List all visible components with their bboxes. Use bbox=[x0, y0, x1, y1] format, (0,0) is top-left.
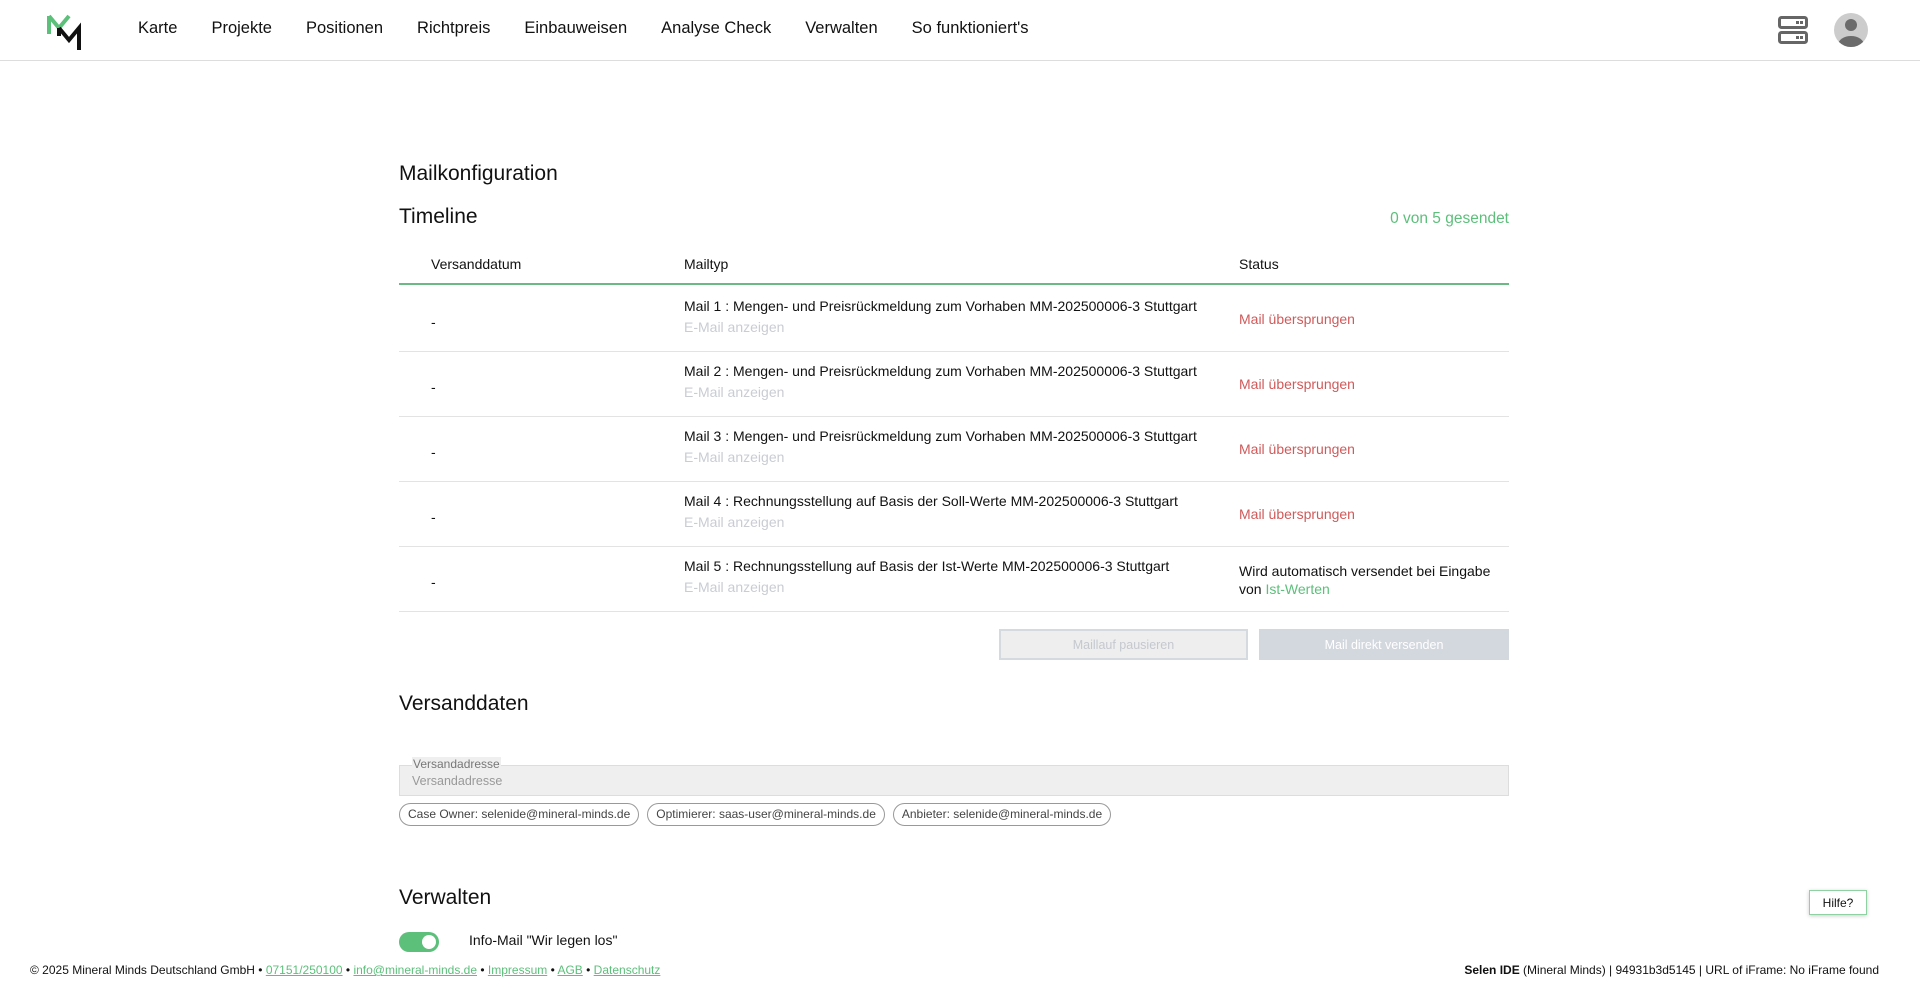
status-prefix: Wird automatisch versendet bei Eingabe v… bbox=[1239, 563, 1491, 597]
separator: • bbox=[582, 963, 594, 977]
separator: • bbox=[547, 963, 558, 977]
user-avatar-icon[interactable] bbox=[1834, 13, 1868, 47]
main-nav: Karte Projekte Positionen Richtpreis Ein… bbox=[138, 19, 1063, 38]
mail-type: Mail 5 : Rechnungsstellung auf Basis der… bbox=[684, 558, 1170, 574]
info-mail-toggle[interactable] bbox=[399, 932, 439, 952]
agb-link[interactable]: AGB bbox=[557, 963, 583, 977]
impressum-link[interactable]: Impressum bbox=[487, 963, 548, 977]
footer: © 2025 Mineral Minds Deutschland GmbH • … bbox=[0, 963, 1920, 983]
table-row: - Mail 5 : Rechnungsstellung auf Basis d… bbox=[399, 547, 1509, 612]
table-row: - Mail 1 : Mengen- und Preisrückmeldung … bbox=[399, 287, 1509, 352]
ist-werten-link[interactable]: Ist-Werten bbox=[1265, 581, 1330, 597]
versanddaten-title: Versanddaten bbox=[399, 692, 529, 715]
table-row: - Mail 2 : Mengen- und Preisrückmeldung … bbox=[399, 352, 1509, 417]
chip-case-owner[interactable]: Case Owner: selenide@mineral-minds.de bbox=[399, 803, 640, 826]
help-button[interactable]: Hilfe? bbox=[1809, 890, 1867, 915]
copyright: © 2025 Mineral Minds Deutschland GmbH bbox=[30, 963, 255, 977]
footer-right: Selen IDE (Mineral Minds) | 94931b3d5145… bbox=[1464, 963, 1879, 977]
nav-einbauweisen[interactable]: Einbauweisen bbox=[524, 19, 628, 37]
server-icon[interactable] bbox=[1778, 16, 1808, 44]
verwalten-title: Verwalten bbox=[399, 886, 492, 909]
nav-so-funktionierts[interactable]: So funktioniert's bbox=[911, 19, 1029, 37]
table-row: - Mail 3 : Mengen- und Preisrückmeldung … bbox=[399, 417, 1509, 482]
header-status: Status bbox=[1239, 256, 1279, 272]
status-text: Mail übersprungen bbox=[1239, 311, 1355, 327]
show-email-link[interactable]: E-Mail anzeigen bbox=[684, 319, 785, 335]
status-text: Mail übersprungen bbox=[1239, 376, 1355, 392]
phone-link[interactable]: 07151/250100 bbox=[265, 963, 343, 977]
separator: • bbox=[342, 963, 354, 977]
send-date: - bbox=[431, 314, 436, 330]
top-navbar: Karte Projekte Positionen Richtpreis Ein… bbox=[0, 0, 1920, 61]
mail-type: Mail 1 : Mengen- und Preisrückmeldung zu… bbox=[684, 298, 1197, 314]
timeline-title: Timeline bbox=[399, 205, 478, 228]
send-date: - bbox=[431, 444, 436, 460]
chip-optimierer[interactable]: Optimierer: saas-user@mineral-minds.de bbox=[647, 803, 885, 826]
versandadresse-placeholder: Versandadresse bbox=[412, 774, 503, 788]
header-versanddatum: Versanddatum bbox=[431, 256, 522, 272]
status-text: Wird automatisch versendet bei Eingabe v… bbox=[1239, 562, 1504, 598]
mail-type: Mail 3 : Mengen- und Preisrückmeldung zu… bbox=[684, 428, 1197, 444]
page-title: Mailkonfiguration bbox=[399, 162, 558, 185]
table-row: - Mail 4 : Rechnungsstellung auf Basis d… bbox=[399, 482, 1509, 547]
nav-analyse-check[interactable]: Analyse Check bbox=[661, 19, 772, 37]
show-email-link[interactable]: E-Mail anzeigen bbox=[684, 579, 785, 595]
status-text: Mail übersprungen bbox=[1239, 441, 1355, 457]
send-date: - bbox=[431, 509, 436, 525]
table-header: Versanddatum Mailtyp Status bbox=[399, 244, 1509, 285]
status-text: Mail übersprungen bbox=[1239, 506, 1355, 522]
sent-count: 0 von 5 gesendet bbox=[1390, 210, 1509, 227]
toggle-knob bbox=[422, 935, 436, 949]
separator: • bbox=[477, 963, 488, 977]
nav-verwalten[interactable]: Verwalten bbox=[805, 19, 878, 37]
chip-anbieter[interactable]: Anbieter: selenide@mineral-minds.de bbox=[892, 803, 1112, 826]
send-date: - bbox=[431, 574, 436, 590]
show-email-link[interactable]: E-Mail anzeigen bbox=[684, 514, 785, 530]
email-link[interactable]: info@mineral-minds.de bbox=[353, 963, 478, 977]
mail-type: Mail 4 : Rechnungsstellung auf Basis der… bbox=[684, 493, 1178, 509]
pause-mail-run-button[interactable]: Maillauf pausieren bbox=[999, 629, 1248, 660]
nav-projekte[interactable]: Projekte bbox=[211, 19, 272, 37]
build-info: (Mineral Minds) | 94931b3d5145 | URL of … bbox=[1519, 963, 1879, 977]
selen-ide-label: Selen IDE bbox=[1464, 963, 1520, 977]
send-mail-now-button[interactable]: Mail direkt versenden bbox=[1259, 629, 1509, 660]
versandadresse-label: Versandadresse bbox=[412, 757, 501, 771]
versandadresse-input[interactable]: Versandadresse Versandadresse bbox=[399, 757, 1509, 796]
info-mail-label: Info-Mail "Wir legen los" bbox=[469, 932, 618, 948]
mail-type: Mail 2 : Mengen- und Preisrückmeldung zu… bbox=[684, 363, 1197, 379]
show-email-link[interactable]: E-Mail anzeigen bbox=[684, 384, 785, 400]
nav-positionen[interactable]: Positionen bbox=[305, 19, 384, 37]
separator: • bbox=[254, 963, 266, 977]
header-mailtyp: Mailtyp bbox=[684, 256, 729, 272]
show-email-link[interactable]: E-Mail anzeigen bbox=[684, 449, 785, 465]
datenschutz-link[interactable]: Datenschutz bbox=[593, 963, 661, 977]
send-date: - bbox=[431, 379, 436, 395]
nav-karte[interactable]: Karte bbox=[138, 19, 178, 37]
mineral-minds-logo[interactable] bbox=[46, 12, 84, 50]
footer-left: © 2025 Mineral Minds Deutschland GmbH • … bbox=[30, 963, 660, 977]
recipient-chips: Case Owner: selenide@mineral-minds.de Op… bbox=[399, 803, 1112, 826]
nav-richtpreis[interactable]: Richtpreis bbox=[417, 19, 491, 37]
